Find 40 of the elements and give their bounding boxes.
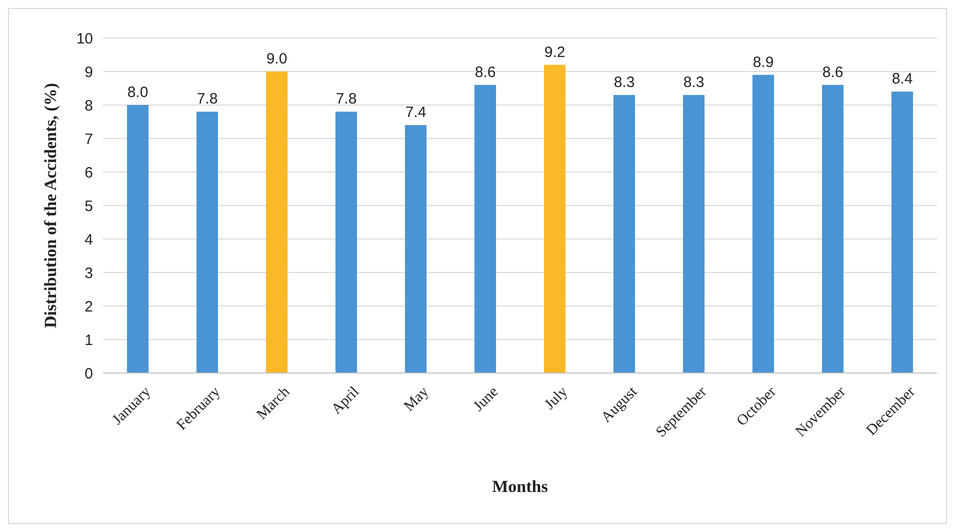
data-label: 7.4 — [405, 104, 426, 122]
bar — [613, 94, 636, 373]
y-tick-label: 8 — [84, 97, 93, 114]
x-tick-label: July — [542, 384, 572, 413]
data-label: 8.4 — [892, 70, 913, 88]
data-label: 9.0 — [266, 50, 288, 68]
y-tick-label: 6 — [84, 164, 93, 182]
x-axis-title: Months — [492, 477, 548, 496]
x-tick-label: May — [401, 384, 432, 415]
bar — [126, 105, 149, 373]
bar — [335, 112, 358, 373]
data-label: 8.6 — [474, 64, 496, 81]
y-axis-title: Distribution of the Accidents, (%) — [41, 82, 60, 328]
bar — [891, 92, 914, 373]
data-label: 7.8 — [196, 90, 218, 108]
data-label: 7.8 — [336, 90, 357, 108]
y-tick-label: 0 — [84, 365, 93, 382]
y-tick-label: 7 — [84, 130, 93, 148]
x-tick-label: June — [470, 384, 502, 415]
bar — [266, 72, 288, 373]
bar — [196, 112, 218, 373]
bar — [822, 84, 844, 373]
bar — [752, 74, 774, 373]
y-tick-label: 10 — [76, 30, 93, 48]
data-label: 8.9 — [752, 54, 774, 71]
data-label: 8.3 — [683, 74, 704, 91]
data-label: 9.2 — [544, 44, 566, 61]
data-label: 8.6 — [822, 64, 844, 81]
y-tick-label: 9 — [84, 64, 93, 81]
y-tick-label: 4 — [84, 231, 93, 248]
y-tick-label: 2 — [84, 298, 93, 316]
bar — [474, 84, 496, 373]
bar — [544, 64, 566, 373]
y-tick-label: 5 — [84, 198, 93, 215]
y-tick-label: 3 — [84, 264, 93, 282]
data-label: 8.3 — [614, 74, 635, 91]
bar — [682, 94, 705, 373]
y-tick-label: 1 — [84, 332, 93, 349]
data-label: 8.0 — [127, 84, 148, 101]
bar — [404, 125, 427, 373]
